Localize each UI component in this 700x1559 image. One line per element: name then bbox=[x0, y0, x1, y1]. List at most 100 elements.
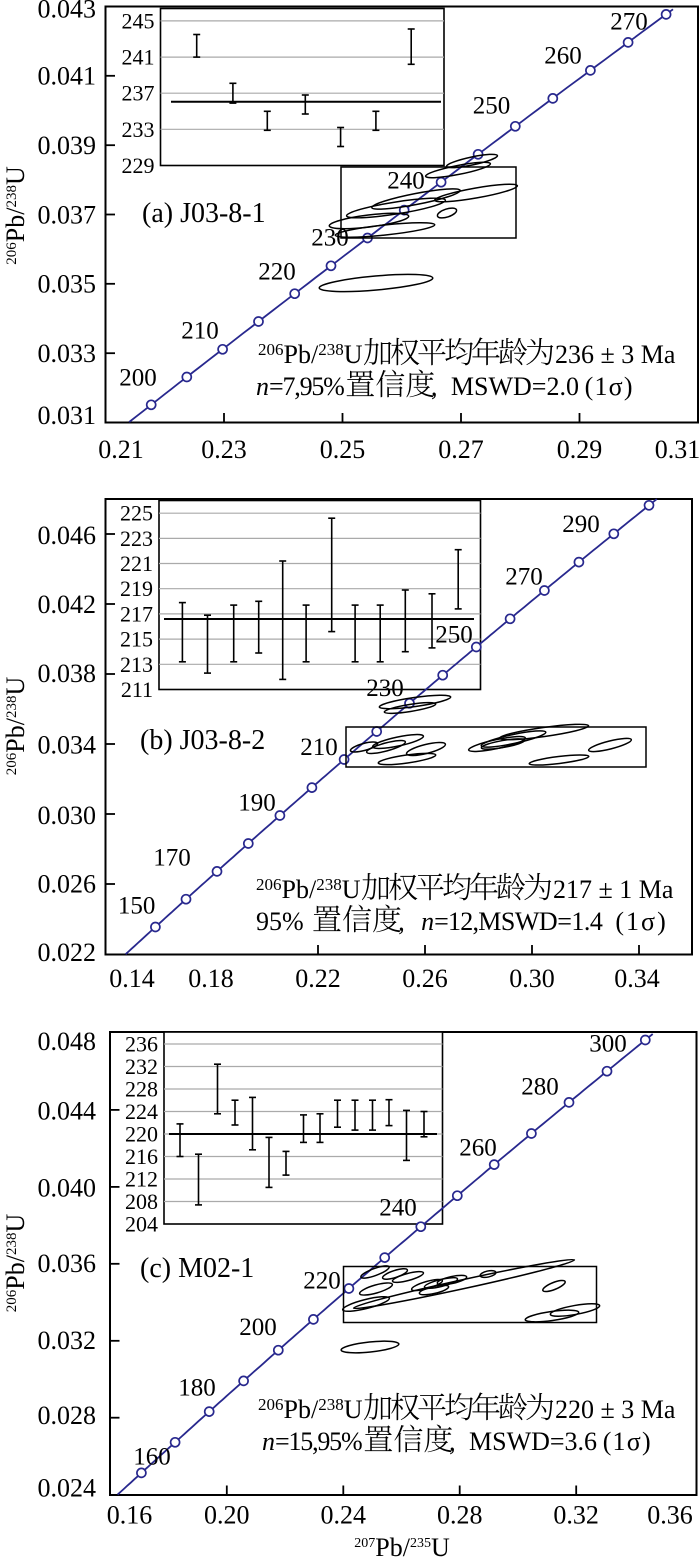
svg-text:0.21: 0.21 bbox=[98, 435, 144, 464]
svg-text:n: n bbox=[262, 1427, 275, 1456]
svg-text:240: 240 bbox=[379, 1195, 417, 1222]
svg-text:0.028: 0.028 bbox=[38, 1401, 97, 1430]
svg-text:,: , bbox=[431, 372, 438, 401]
svg-text:211: 211 bbox=[121, 677, 153, 702]
svg-text:0.035: 0.035 bbox=[38, 270, 97, 299]
svg-text:0.036: 0.036 bbox=[38, 1249, 97, 1278]
svg-text:220: 220 bbox=[125, 1122, 158, 1147]
svg-text:237: 237 bbox=[122, 81, 155, 106]
svg-text:0.26: 0.26 bbox=[402, 964, 448, 993]
svg-text:208: 208 bbox=[125, 1189, 158, 1214]
svg-text:(a) J03-8-1: (a) J03-8-1 bbox=[142, 198, 266, 229]
svg-text:0.040: 0.040 bbox=[38, 1174, 97, 1203]
svg-text:290: 290 bbox=[562, 511, 600, 538]
svg-text:236 ± 3 Ma: 236 ± 3 Ma bbox=[555, 340, 676, 369]
svg-text:0.032: 0.032 bbox=[38, 1326, 97, 1355]
svg-text:206: 206 bbox=[258, 340, 284, 359]
svg-text:213: 213 bbox=[120, 652, 153, 677]
svg-text:230: 230 bbox=[366, 675, 404, 702]
svg-text:0.037: 0.037 bbox=[38, 200, 97, 229]
svg-text:MSWD=1.4: MSWD=1.4 bbox=[478, 907, 603, 936]
svg-text:238: 238 bbox=[318, 340, 344, 359]
svg-text:238: 238 bbox=[318, 1395, 344, 1414]
svg-text:(1σ): (1σ) bbox=[603, 1427, 652, 1456]
svg-text:215: 215 bbox=[120, 627, 153, 652]
svg-text:0.23: 0.23 bbox=[201, 435, 247, 464]
svg-text:Pb/: Pb/ bbox=[282, 875, 317, 904]
svg-text:0.29: 0.29 bbox=[557, 435, 603, 464]
svg-text:300: 300 bbox=[589, 1031, 627, 1058]
svg-text:MSWD=3.6: MSWD=3.6 bbox=[469, 1427, 597, 1456]
svg-text:0.026: 0.026 bbox=[38, 869, 97, 898]
svg-text:206Pb/238U: 206Pb/238U bbox=[1, 677, 30, 776]
svg-text:210: 210 bbox=[181, 318, 219, 345]
svg-text:225: 225 bbox=[120, 501, 153, 526]
svg-text:229: 229 bbox=[122, 153, 155, 178]
svg-text:0.22: 0.22 bbox=[295, 964, 341, 993]
svg-text:0.24: 0.24 bbox=[320, 1501, 366, 1530]
svg-text:U: U bbox=[344, 340, 363, 369]
svg-text:(c) M02-1: (c) M02-1 bbox=[140, 1253, 254, 1284]
svg-text:223: 223 bbox=[120, 526, 153, 551]
svg-text:270: 270 bbox=[505, 564, 543, 591]
svg-text:0.031: 0.031 bbox=[38, 401, 97, 430]
svg-text:95%: 95% bbox=[256, 907, 304, 936]
svg-text:228: 228 bbox=[125, 1077, 158, 1102]
svg-text:207Pb/235U: 207Pb/235U bbox=[354, 1533, 450, 1559]
svg-text:0.34: 0.34 bbox=[614, 964, 660, 993]
svg-text:0.28: 0.28 bbox=[437, 1501, 483, 1530]
svg-text:0.033: 0.033 bbox=[38, 339, 97, 368]
svg-text:0.14: 0.14 bbox=[109, 964, 155, 993]
svg-text:0.30: 0.30 bbox=[509, 964, 555, 993]
svg-text:0.039: 0.039 bbox=[38, 131, 97, 160]
svg-text:MSWD=2.0: MSWD=2.0 bbox=[451, 372, 579, 401]
svg-text:220 ± 3 Ma: 220 ± 3 Ma bbox=[555, 1395, 676, 1424]
svg-text:150: 150 bbox=[118, 893, 156, 920]
svg-text:220: 220 bbox=[303, 1268, 341, 1295]
svg-text:232: 232 bbox=[125, 1054, 158, 1079]
svg-text:0.042: 0.042 bbox=[38, 590, 97, 619]
svg-text:280: 280 bbox=[521, 1074, 559, 1101]
svg-text:0.048: 0.048 bbox=[38, 1027, 97, 1056]
svg-text:180: 180 bbox=[178, 1375, 216, 1402]
svg-text:Pb/: Pb/ bbox=[284, 1395, 319, 1424]
svg-text:0.024: 0.024 bbox=[38, 1473, 97, 1502]
svg-text:0.25: 0.25 bbox=[320, 435, 366, 464]
svg-text:0.022: 0.022 bbox=[38, 938, 97, 967]
svg-text:0.046: 0.046 bbox=[38, 521, 97, 550]
svg-text:Pb/: Pb/ bbox=[284, 340, 319, 369]
svg-text:190: 190 bbox=[238, 790, 276, 817]
svg-text:0.044: 0.044 bbox=[38, 1096, 97, 1125]
svg-text:n: n bbox=[256, 372, 269, 401]
svg-text:206: 206 bbox=[256, 875, 282, 894]
svg-text:200: 200 bbox=[239, 1314, 277, 1341]
svg-text:250: 250 bbox=[435, 622, 473, 649]
svg-text:217 ± 1 Ma: 217 ± 1 Ma bbox=[553, 875, 674, 904]
svg-text:n: n bbox=[421, 907, 434, 936]
svg-text:170: 170 bbox=[153, 845, 191, 872]
svg-text:0.31: 0.31 bbox=[655, 435, 700, 464]
svg-text:0.32: 0.32 bbox=[553, 1501, 599, 1530]
svg-text:241: 241 bbox=[122, 45, 155, 70]
svg-text:206Pb/238U: 206Pb/238U bbox=[1, 1214, 30, 1313]
svg-text:0.27: 0.27 bbox=[438, 435, 484, 464]
svg-text:0.034: 0.034 bbox=[38, 730, 97, 759]
svg-text:0.041: 0.041 bbox=[38, 62, 97, 91]
svg-text:238: 238 bbox=[316, 875, 342, 894]
svg-text:=7,95%: =7,95% bbox=[269, 372, 344, 401]
svg-text:0.16: 0.16 bbox=[107, 1501, 153, 1530]
svg-text:245: 245 bbox=[122, 8, 155, 33]
svg-text:212: 212 bbox=[125, 1167, 158, 1192]
svg-text:236: 236 bbox=[125, 1032, 158, 1057]
svg-text:,: , bbox=[449, 1427, 456, 1456]
svg-text:206Pb/238U: 206Pb/238U bbox=[1, 166, 30, 265]
svg-text:250: 250 bbox=[473, 93, 511, 120]
svg-text:(1σ): (1σ) bbox=[585, 372, 634, 401]
svg-text:=15,95%: =15,95% bbox=[275, 1427, 362, 1456]
svg-text:0.20: 0.20 bbox=[204, 1501, 250, 1530]
svg-text:260: 260 bbox=[459, 1135, 497, 1162]
svg-text:0.18: 0.18 bbox=[188, 964, 234, 993]
svg-text:0.043: 0.043 bbox=[38, 0, 97, 23]
svg-text:224: 224 bbox=[125, 1099, 158, 1124]
svg-text:(b) J03-8-2: (b) J03-8-2 bbox=[140, 725, 265, 756]
